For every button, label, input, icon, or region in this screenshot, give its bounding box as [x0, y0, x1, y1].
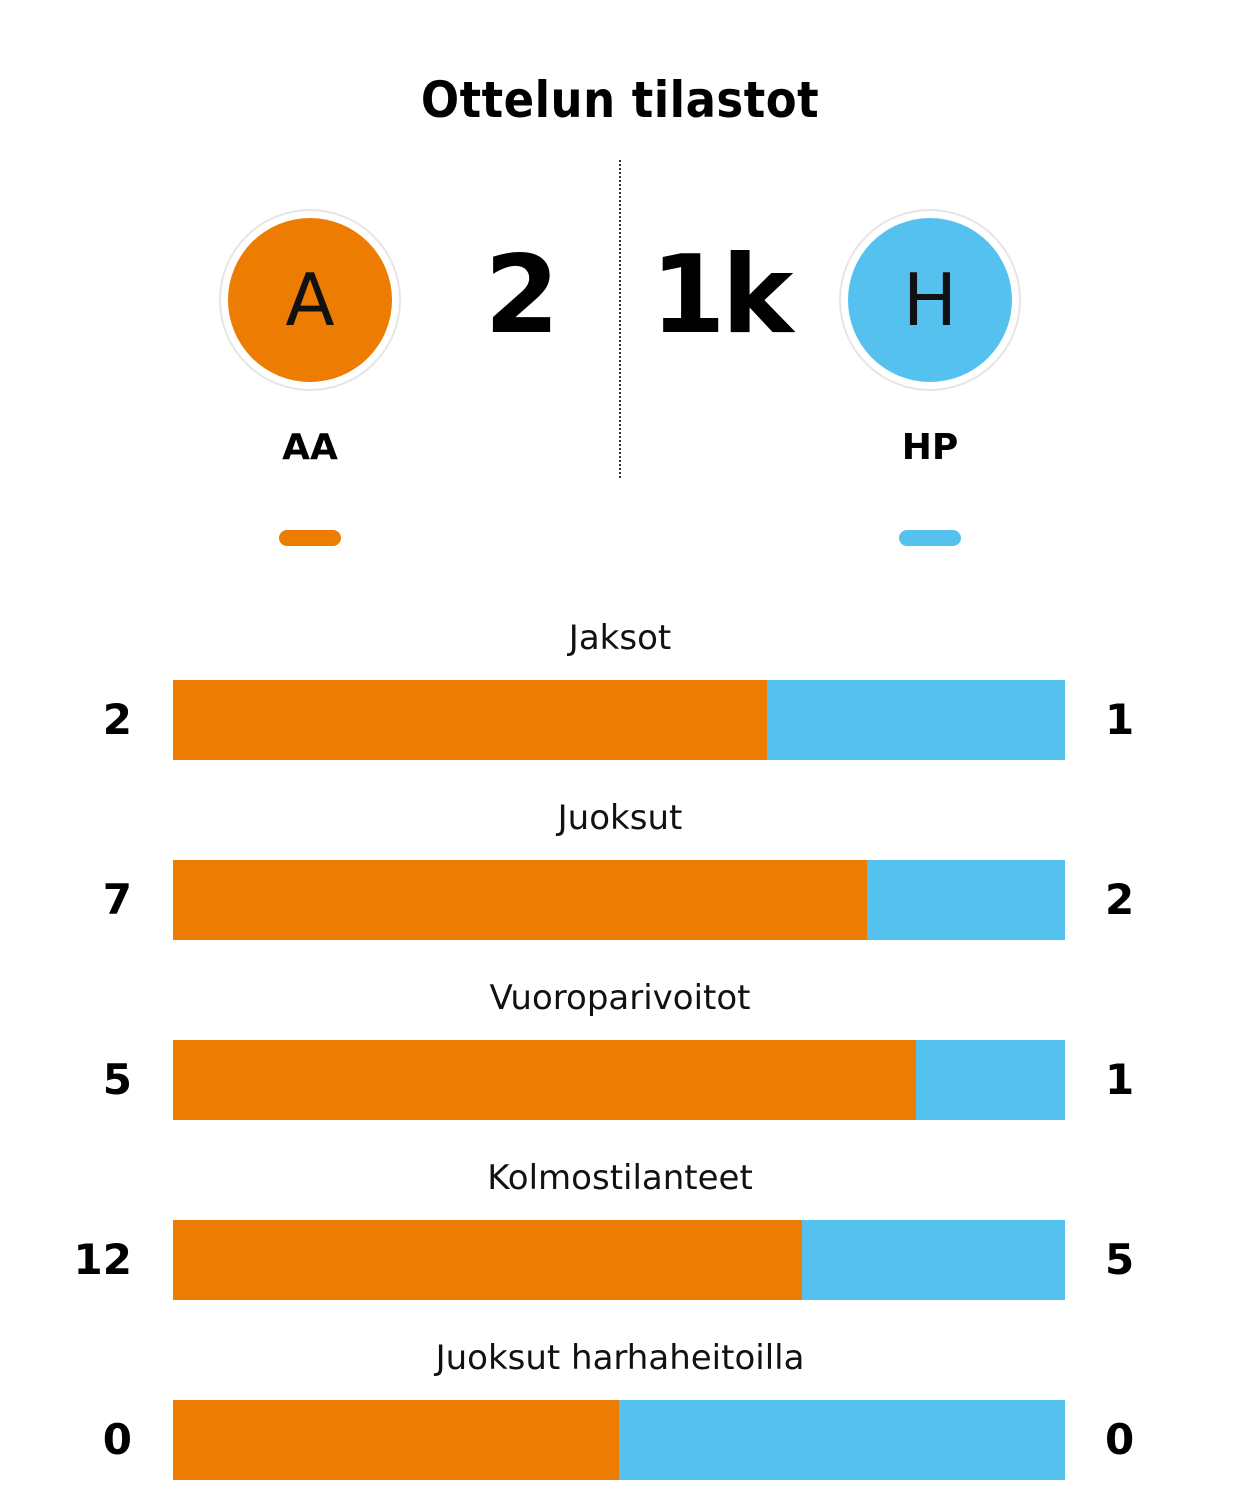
stat-label: Juoksut harhaheitoilla: [435, 1338, 805, 1378]
stat-bar: [173, 860, 1065, 940]
stat-home-value: 7: [102, 875, 132, 924]
stat-bar-home-segment: [173, 680, 768, 760]
away-team-logo: H: [839, 209, 1021, 391]
stat-bar: [173, 1040, 1065, 1120]
stat-bar: [173, 1220, 1065, 1300]
home-team-initial: A: [228, 218, 392, 382]
stat-away-value: 2: [1105, 875, 1135, 924]
stat-bar-away-segment: [619, 1400, 1065, 1480]
stat-bar-home-segment: [173, 1220, 802, 1300]
score-divider: [619, 160, 621, 478]
stat-away-value: 0: [1105, 1415, 1135, 1464]
stat-label: Jaksot: [568, 618, 672, 658]
stat-home-value: 12: [73, 1235, 132, 1284]
stat-home-value: 2: [102, 695, 132, 744]
stat-bar: [173, 1400, 1065, 1480]
stat-label: Kolmostilanteet: [487, 1158, 753, 1198]
stat-away-value: 5: [1105, 1235, 1135, 1284]
stat-bar-home-segment: [173, 860, 867, 940]
home-team-name: AA: [282, 427, 338, 468]
away-team-name: HP: [901, 427, 959, 468]
stat-bar-away-segment: [866, 860, 1065, 940]
page-title: Ottelun tilastot: [420, 71, 820, 129]
stat-label: Vuoroparivoitot: [489, 978, 751, 1018]
stat-bar: [173, 680, 1065, 760]
home-team-logo: A: [219, 209, 401, 391]
stat-bar-home-segment: [173, 1040, 917, 1120]
home-team-color-indicator: [279, 530, 341, 546]
stat-bar-home-segment: [173, 1400, 619, 1480]
home-score: 2: [484, 233, 559, 358]
stat-away-value: 1: [1105, 1055, 1135, 1104]
stat-away-value: 1: [1105, 695, 1135, 744]
away-score: 1k: [650, 233, 794, 358]
away-team-color-indicator: [899, 530, 961, 546]
stat-bar-away-segment: [916, 1040, 1065, 1120]
stat-label: Juoksut: [557, 798, 683, 838]
stat-home-value: 0: [102, 1415, 132, 1464]
stat-bar-away-segment: [801, 1220, 1065, 1300]
stat-home-value: 5: [102, 1055, 132, 1104]
away-team-initial: H: [848, 218, 1012, 382]
stat-bar-away-segment: [767, 680, 1065, 760]
